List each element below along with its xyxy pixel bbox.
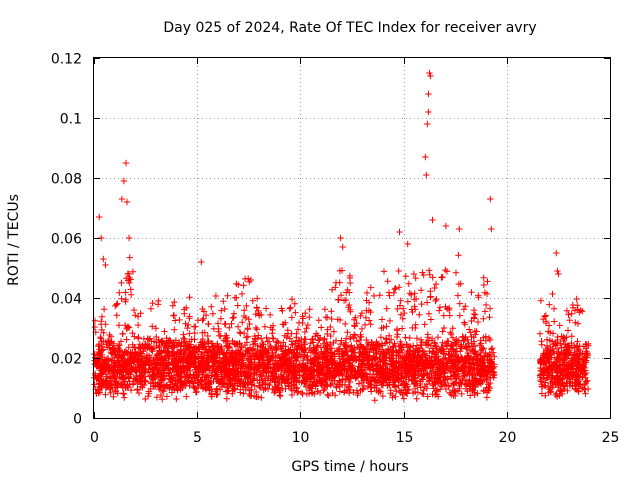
- data-point: [96, 213, 103, 221]
- x-tick-label: 25: [602, 430, 620, 446]
- x-tick-label: 0: [90, 430, 99, 446]
- y-tick-label: 0: [73, 412, 82, 428]
- y-tick-label: 0.04: [51, 292, 82, 308]
- axes-layer: 0 5 10 15 20 25 0 0.02 0.04 0.06 0.08 0.1 0.12: [51, 52, 620, 447]
- data-point: [122, 159, 130, 167]
- data-point: [429, 216, 436, 224]
- data-point: [339, 243, 346, 251]
- y-tick-label: 0.12: [51, 52, 82, 68]
- data-point: [410, 270, 418, 278]
- data-point: [553, 249, 560, 257]
- data-point: [423, 171, 430, 179]
- data-point: [427, 72, 434, 80]
- data-point: [488, 225, 495, 233]
- data-point: [118, 195, 126, 203]
- y-tick-label: 0.06: [51, 232, 82, 248]
- data-point: [125, 234, 133, 242]
- data-point: [102, 261, 109, 269]
- data-point: [247, 276, 255, 284]
- plot-frame: [93, 57, 611, 419]
- data-point: [487, 195, 494, 203]
- data-point: [554, 267, 561, 275]
- y-tick-label: 0.1: [60, 112, 82, 128]
- data-point: [396, 228, 403, 236]
- chart-title: Day 025 of 2024, Rate Of TEC Index for r…: [163, 20, 536, 36]
- y-tick-label: 0.02: [51, 352, 82, 368]
- data-point-cloud: [92, 268, 590, 402]
- data-point-cloud: [92, 267, 590, 401]
- data-point: [123, 198, 131, 206]
- data-point: [404, 240, 411, 248]
- data-point: [555, 270, 562, 278]
- x-tick-label: 15: [396, 430, 414, 446]
- y-tick-label: 0.08: [51, 172, 82, 188]
- data-point: [425, 90, 432, 98]
- data-point: [424, 120, 431, 128]
- data-point: [425, 108, 432, 116]
- x-axis-label: GPS time / hours: [291, 459, 408, 475]
- points-layer: [90, 69, 592, 404]
- y-axis-label: ROTI / TECUs: [6, 194, 22, 286]
- x-tick-label: 20: [499, 430, 517, 446]
- data-point: [198, 258, 205, 266]
- data-point: [337, 234, 344, 242]
- data-point: [422, 153, 429, 161]
- data-point: [120, 177, 128, 185]
- data-point: [442, 222, 450, 230]
- x-tick-label: 10: [292, 430, 310, 446]
- data-point: [426, 69, 433, 77]
- data-point: [456, 225, 463, 233]
- x-tick-label: 5: [193, 430, 202, 446]
- data-point: [100, 255, 107, 263]
